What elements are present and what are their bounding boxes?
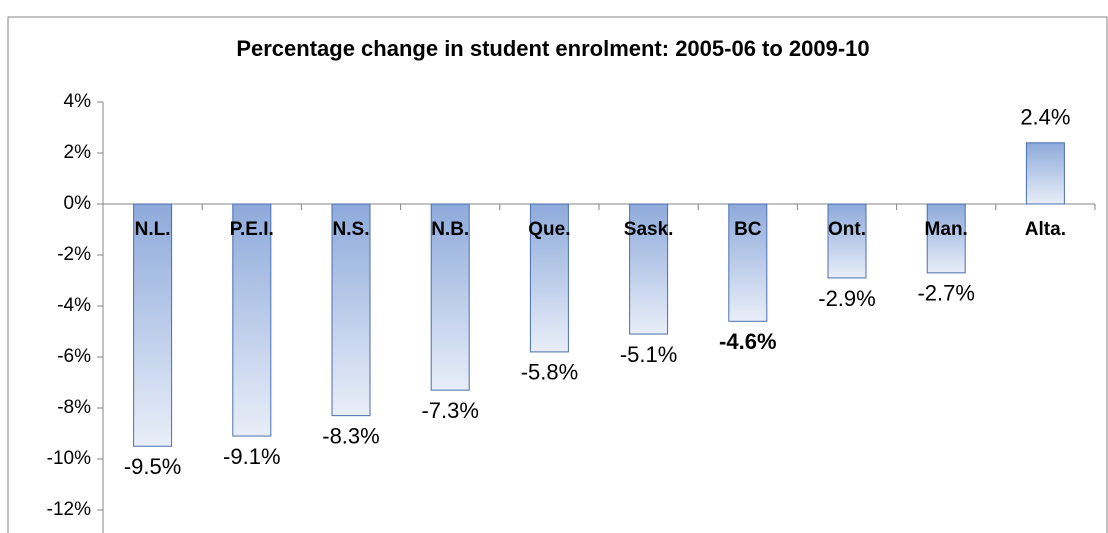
x-tick-label: BC bbox=[734, 219, 762, 240]
y-tick-label: -8% bbox=[57, 397, 91, 418]
x-tick-label: Que. bbox=[528, 219, 570, 240]
y-tick-label: -10% bbox=[47, 448, 91, 469]
y-tick-label: -2% bbox=[57, 244, 91, 265]
value-label: -9.1% bbox=[223, 444, 280, 469]
value-label: -5.1% bbox=[620, 342, 677, 367]
y-tick-label: -12% bbox=[47, 499, 91, 520]
y-tick-label: 0% bbox=[64, 193, 92, 214]
bar bbox=[133, 203, 173, 447]
x-tick-label: N.S. bbox=[333, 219, 370, 240]
y-tick-label: -4% bbox=[57, 295, 91, 316]
value-label: -4.6% bbox=[719, 329, 776, 354]
value-label: 2.4% bbox=[1020, 105, 1070, 130]
x-tick-label: Man. bbox=[925, 219, 968, 240]
bar bbox=[827, 203, 867, 279]
value-label: -9.5% bbox=[124, 454, 181, 479]
bar bbox=[629, 203, 669, 335]
chart-title: Percentage change in student enrolment: … bbox=[236, 36, 869, 61]
y-tick-label: 4% bbox=[64, 91, 92, 112]
x-tick-label: N.B. bbox=[431, 219, 469, 240]
x-tick-label: P.E.I. bbox=[230, 219, 274, 240]
value-label: -8.3% bbox=[322, 423, 379, 448]
y-tick-label: 2% bbox=[64, 142, 92, 163]
x-tick-label: Alta. bbox=[1025, 219, 1066, 240]
value-label: -2.7% bbox=[917, 281, 974, 306]
x-tick-label: N.L. bbox=[135, 219, 171, 240]
bar bbox=[331, 203, 371, 417]
bar bbox=[1025, 142, 1065, 205]
bar bbox=[232, 203, 272, 437]
value-label: -2.9% bbox=[818, 286, 875, 311]
bar bbox=[430, 203, 470, 391]
bar bbox=[926, 203, 966, 274]
value-label: -5.8% bbox=[521, 360, 578, 385]
bar bbox=[728, 203, 768, 322]
value-label: -7.3% bbox=[421, 398, 478, 423]
bar bbox=[529, 203, 569, 353]
x-tick-label: Ont. bbox=[828, 219, 866, 240]
y-tick-label: -6% bbox=[57, 346, 91, 367]
x-tick-label: Sask. bbox=[624, 219, 674, 240]
